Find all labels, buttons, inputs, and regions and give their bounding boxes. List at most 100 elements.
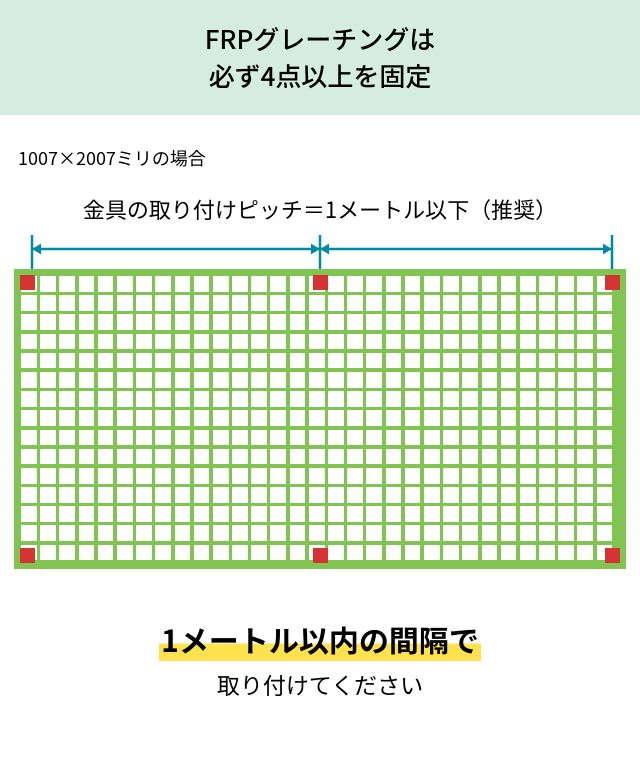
grid-cell	[59, 334, 75, 350]
grid-cell	[175, 545, 191, 561]
grid-cell	[117, 506, 133, 522]
grid-cell	[136, 314, 152, 330]
grid-cell	[366, 295, 382, 311]
grid-cell	[290, 353, 306, 369]
grid-cell	[482, 410, 498, 426]
grid-cell	[539, 334, 555, 350]
grid-cell	[213, 372, 229, 388]
grid-cell	[424, 334, 440, 350]
grid-cell	[21, 430, 37, 446]
grid-cell	[251, 506, 267, 522]
grid-cell	[577, 430, 593, 446]
grid-cell	[251, 295, 267, 311]
grid-cell	[117, 353, 133, 369]
grid-cell	[270, 487, 286, 503]
grid-cell	[328, 449, 344, 465]
grid-cell	[117, 410, 133, 426]
grid-cell	[424, 391, 440, 407]
grid-cell	[175, 506, 191, 522]
grid-cell	[366, 449, 382, 465]
grid-cell	[577, 391, 593, 407]
grid-cell	[175, 391, 191, 407]
grid-cell	[386, 487, 402, 503]
grid-cell	[232, 487, 248, 503]
grid-cell	[59, 410, 75, 426]
grid-cell	[443, 391, 459, 407]
grid-cell	[251, 334, 267, 350]
grid-cell	[79, 276, 95, 292]
grid-cell	[366, 410, 382, 426]
grid-cell	[251, 410, 267, 426]
grid-cell	[347, 525, 363, 541]
grid-cell	[136, 468, 152, 484]
grid-cell	[501, 430, 517, 446]
grid-cell	[462, 295, 478, 311]
grid-cell	[443, 487, 459, 503]
grid-cell	[577, 334, 593, 350]
grid-cell	[40, 430, 56, 446]
footer-subtext: 取り付けてください	[0, 667, 640, 701]
grid-cell	[59, 449, 75, 465]
grid-cell	[443, 334, 459, 350]
grid-cell	[213, 295, 229, 311]
grid-cell	[194, 430, 210, 446]
grid-cell	[558, 506, 574, 522]
grid-cell	[482, 430, 498, 446]
grid-cell	[40, 449, 56, 465]
grid-cell	[482, 525, 498, 541]
grid-cell	[424, 506, 440, 522]
grid-cell	[558, 276, 574, 292]
grid-cell	[98, 506, 114, 522]
grid-cell	[98, 449, 114, 465]
grid-cell	[175, 468, 191, 484]
grid-cell	[539, 314, 555, 330]
grid-cell	[328, 314, 344, 330]
grid-cell	[577, 295, 593, 311]
grid-cell	[520, 449, 536, 465]
grid-cell	[328, 525, 344, 541]
grid-cell	[98, 487, 114, 503]
grid-cell	[155, 449, 171, 465]
grid-cell	[462, 314, 478, 330]
grid-cell	[194, 353, 210, 369]
grid-cell	[328, 334, 344, 350]
grid-cell	[213, 525, 229, 541]
grid-cell	[79, 314, 95, 330]
grid-cell	[175, 410, 191, 426]
grid-cell	[520, 410, 536, 426]
grating-grid-wrap	[14, 269, 626, 569]
grid-cell	[155, 353, 171, 369]
grid-cell	[98, 353, 114, 369]
grid-cell	[59, 353, 75, 369]
grid-cell	[462, 487, 478, 503]
grid-cell	[482, 506, 498, 522]
grid-cell	[366, 391, 382, 407]
grid-cell	[501, 276, 517, 292]
grid-cell	[117, 295, 133, 311]
fixing-point	[605, 275, 620, 290]
grid-cell	[59, 430, 75, 446]
fixing-point	[313, 548, 328, 563]
grid-cell	[251, 430, 267, 446]
grid-cell	[79, 295, 95, 311]
grid-cell	[270, 391, 286, 407]
grid-cell	[366, 430, 382, 446]
grid-cell	[194, 372, 210, 388]
grid-cell	[213, 391, 229, 407]
grid-cell	[443, 314, 459, 330]
grid-cell	[194, 468, 210, 484]
grid-cell	[213, 506, 229, 522]
grid-cell	[577, 545, 593, 561]
grid-cell	[424, 295, 440, 311]
grid-cell	[405, 449, 421, 465]
grid-cell	[194, 276, 210, 292]
fixing-point	[20, 548, 35, 563]
grid-cell	[40, 506, 56, 522]
grid-cell	[79, 372, 95, 388]
grid-cell	[386, 314, 402, 330]
grid-cell	[482, 295, 498, 311]
grid-cell	[194, 525, 210, 541]
grid-cell	[424, 545, 440, 561]
grid-cell	[270, 468, 286, 484]
header-banner: FRPグレーチングは 必ず4点以上を固定	[0, 0, 640, 115]
